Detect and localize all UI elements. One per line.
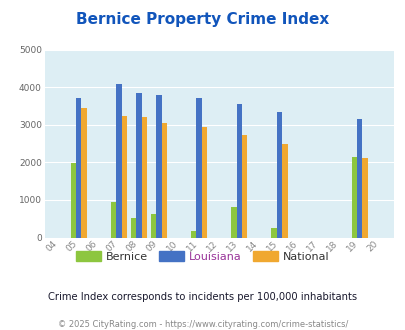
Bar <box>151 214 156 238</box>
Bar <box>230 207 236 238</box>
Bar <box>276 112 281 238</box>
Bar <box>281 144 287 238</box>
Bar <box>136 93 141 238</box>
Legend: Bernice, Louisiana, National: Bernice, Louisiana, National <box>72 247 333 267</box>
Bar <box>116 84 121 238</box>
Bar <box>362 158 367 238</box>
Bar <box>130 218 136 238</box>
Bar <box>141 117 147 238</box>
Bar <box>122 116 127 238</box>
Bar <box>351 157 356 238</box>
Text: Bernice Property Crime Index: Bernice Property Crime Index <box>76 12 329 26</box>
Bar <box>201 127 207 238</box>
Bar <box>70 163 76 238</box>
Text: © 2025 CityRating.com - https://www.cityrating.com/crime-statistics/: © 2025 CityRating.com - https://www.city… <box>58 320 347 329</box>
Bar <box>81 108 87 238</box>
Bar <box>156 95 161 238</box>
Bar <box>76 98 81 238</box>
Bar <box>271 228 276 238</box>
Text: Crime Index corresponds to incidents per 100,000 inhabitants: Crime Index corresponds to incidents per… <box>48 292 357 302</box>
Bar <box>241 135 247 238</box>
Bar <box>191 231 196 238</box>
Bar <box>236 104 241 238</box>
Bar <box>196 98 201 238</box>
Bar <box>356 119 362 238</box>
Bar <box>111 202 116 238</box>
Bar <box>161 123 167 238</box>
